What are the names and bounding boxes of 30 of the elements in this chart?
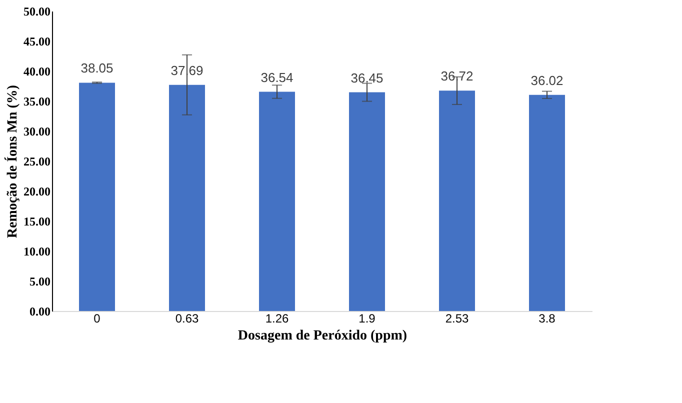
y-tick-label: 45.00 [24, 34, 50, 48]
x-tick-label: 1.9 [358, 312, 376, 326]
data-label: 36.02 [530, 72, 564, 88]
y-tick-label: 40.00 [24, 64, 50, 78]
y-tick-label: 0.00 [30, 304, 50, 318]
y-tick-label: 50.00 [24, 4, 50, 18]
y-tick-label: 30.00 [24, 124, 50, 138]
x-tick-label: 2.53 [445, 312, 469, 326]
x-tick-label: 0 [94, 312, 101, 326]
data-label: 38.05 [80, 60, 114, 76]
bar [349, 92, 385, 311]
data-label: 36.54 [260, 70, 294, 85]
x-tick-label: 3.8 [538, 312, 556, 326]
y-tick-label: 20.00 [24, 184, 50, 198]
y-tick-label: 5.00 [30, 274, 50, 288]
y-tick-label: 25.00 [24, 154, 50, 168]
y-axis-title: Remoção de Íons Mn (%) [4, 84, 20, 238]
y-tick-label: 10.00 [24, 244, 50, 258]
y-tick-label: 15.00 [24, 214, 50, 228]
x-tick-label: 1.26 [265, 312, 289, 326]
bar [439, 90, 475, 311]
x-axis-title: Dosagem de Peróxido (ppm) [238, 328, 408, 344]
bar [169, 84, 205, 311]
data-label: 36.45 [350, 70, 384, 86]
x-tick-label: 0.63 [175, 312, 199, 326]
bar [529, 94, 565, 311]
data-label: 36.72 [440, 68, 474, 84]
y-tick-label: 35.00 [24, 94, 50, 108]
bar [79, 82, 115, 311]
bar [259, 92, 295, 311]
